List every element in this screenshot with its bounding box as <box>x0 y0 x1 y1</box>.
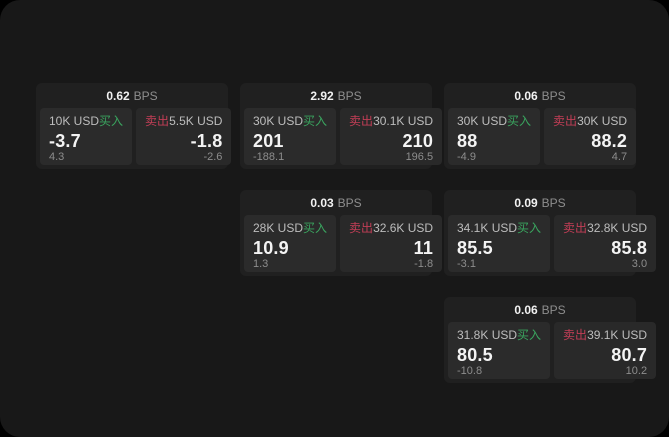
sell-quote-panel[interactable]: 卖出 32.8K USD 85.8 3.0 <box>554 215 657 272</box>
card-header: 0.06 BPS <box>444 297 636 322</box>
sell-change: 10.2 <box>625 365 648 377</box>
sell-side-label: 卖出 <box>349 114 374 128</box>
card-header: 0.09 BPS <box>444 190 636 215</box>
quote-panels: 31.8K USD 买入 80.5 -10.8 卖出 39.1K USD 80.… <box>448 322 657 379</box>
buy-side-label: 买入 <box>507 114 532 128</box>
quote-panels: 30K USD 买入 201 -188.1 卖出 30.1K USD 210 1… <box>244 108 443 165</box>
bps-value: 0.62 <box>106 88 130 103</box>
quote-card: 0.62 BPS 10K USD 买入 -3.7 4.3 卖出 5.5K USD… <box>36 83 232 169</box>
sell-side-label: 卖出 <box>563 328 588 342</box>
buy-side-label: 买入 <box>303 114 328 128</box>
sell-side-label: 卖出 <box>349 221 374 235</box>
bps-unit-label: BPS <box>337 88 362 103</box>
quote-card: 0.03 BPS 28K USD 买入 10.9 1.3 卖出 32.6K US… <box>240 190 443 276</box>
bps-value: 0.06 <box>514 302 538 317</box>
bps-unit-label: BPS <box>541 195 566 210</box>
buy-change: -3.1 <box>457 258 476 270</box>
quote-panels: 10K USD 买入 -3.7 4.3 卖出 5.5K USD -1.8 -2.… <box>40 108 232 165</box>
quote-panels: 30K USD 买入 88 -4.9 卖出 30K USD 88.2 4.7 <box>448 108 637 165</box>
sell-quote-panel[interactable]: 卖出 32.6K USD 11 -1.8 <box>340 215 443 272</box>
buy-side-label: 买入 <box>517 328 542 342</box>
buy-quote-panel[interactable]: 30K USD 买入 201 -188.1 <box>244 108 337 165</box>
card-header: 2.92 BPS <box>240 83 432 108</box>
bps-value: 2.92 <box>310 88 334 103</box>
sell-change: 3.0 <box>631 258 648 270</box>
sell-price: 88.2 <box>591 131 628 151</box>
buy-price: 80.5 <box>457 345 493 365</box>
sell-side-label: 卖出 <box>553 114 578 128</box>
buy-change: -10.8 <box>457 365 483 377</box>
sell-change: -1.8 <box>414 258 434 270</box>
sell-amount: 32.6K USD <box>373 221 434 235</box>
buy-quote-panel[interactable]: 30K USD 买入 88 -4.9 <box>448 108 541 165</box>
sell-amount: 5.5K USD <box>169 114 223 128</box>
sell-amount: 39.1K USD <box>587 328 648 342</box>
buy-price: 88 <box>457 131 478 151</box>
buy-change: 4.3 <box>49 151 65 163</box>
bps-value: 0.03 <box>310 195 334 210</box>
quote-panels: 34.1K USD 买入 85.5 -3.1 卖出 32.8K USD 85.8… <box>448 215 657 272</box>
card-header: 0.06 BPS <box>444 83 636 108</box>
buy-quote-panel[interactable]: 28K USD 买入 10.9 1.3 <box>244 215 337 272</box>
quote-card: 0.06 BPS 31.8K USD 买入 80.5 -10.8 卖出 39.1… <box>444 297 657 383</box>
quote-card: 2.92 BPS 30K USD 买入 201 -188.1 卖出 30.1K … <box>240 83 443 169</box>
buy-change: 1.3 <box>253 258 269 270</box>
bps-unit-label: BPS <box>337 195 362 210</box>
sell-price: 85.8 <box>611 238 648 258</box>
buy-side-label: 买入 <box>303 221 328 235</box>
buy-amount: 30K USD <box>457 114 508 128</box>
sell-change: -2.6 <box>203 151 223 163</box>
sell-quote-panel[interactable]: 卖出 30K USD 88.2 4.7 <box>544 108 637 165</box>
sell-price: 80.7 <box>611 345 648 365</box>
buy-change: -188.1 <box>253 151 285 163</box>
sell-price: 210 <box>402 131 434 151</box>
sell-change: 4.7 <box>611 151 628 163</box>
buy-amount: 31.8K USD <box>457 328 518 342</box>
sell-amount: 30.1K USD <box>373 114 434 128</box>
buy-price: 10.9 <box>253 238 289 258</box>
buy-amount: 28K USD <box>253 221 304 235</box>
buy-change: -4.9 <box>457 151 476 163</box>
sell-quote-panel[interactable]: 卖出 5.5K USD -1.8 -2.6 <box>136 108 232 165</box>
sell-side-label: 卖出 <box>563 221 588 235</box>
buy-quote-panel[interactable]: 34.1K USD 买入 85.5 -3.1 <box>448 215 551 272</box>
sell-side-label: 卖出 <box>145 114 170 128</box>
sell-change: 196.5 <box>405 151 434 163</box>
buy-price: 201 <box>253 131 284 151</box>
card-header: 0.03 BPS <box>240 190 432 215</box>
sell-amount: 30K USD <box>577 114 628 128</box>
buy-price: -3.7 <box>49 131 81 151</box>
bps-value: 0.09 <box>514 195 538 210</box>
buy-quote-panel[interactable]: 31.8K USD 买入 80.5 -10.8 <box>448 322 551 379</box>
buy-side-label: 买入 <box>517 221 542 235</box>
buy-quote-panel[interactable]: 10K USD 买入 -3.7 4.3 <box>40 108 133 165</box>
sell-quote-panel[interactable]: 卖出 30.1K USD 210 196.5 <box>340 108 443 165</box>
buy-price: 85.5 <box>457 238 493 258</box>
bps-value: 0.06 <box>514 88 538 103</box>
buy-side-label: 买入 <box>99 114 124 128</box>
quote-panels: 28K USD 买入 10.9 1.3 卖出 32.6K USD 11 -1.8 <box>244 215 443 272</box>
buy-amount: 34.1K USD <box>457 221 518 235</box>
buy-amount: 30K USD <box>253 114 304 128</box>
bps-unit-label: BPS <box>541 302 566 317</box>
sell-price: -1.8 <box>190 131 223 151</box>
card-header: 0.62 BPS <box>36 83 228 108</box>
quote-card: 0.06 BPS 30K USD 买入 88 -4.9 卖出 30K USD 8… <box>444 83 637 169</box>
sell-price: 11 <box>413 238 434 258</box>
buy-amount: 10K USD <box>49 114 100 128</box>
quote-card: 0.09 BPS 34.1K USD 买入 85.5 -3.1 卖出 32.8K… <box>444 190 657 276</box>
sell-quote-panel[interactable]: 卖出 39.1K USD 80.7 10.2 <box>554 322 657 379</box>
bps-unit-label: BPS <box>541 88 566 103</box>
sell-amount: 32.8K USD <box>587 221 648 235</box>
bps-unit-label: BPS <box>133 88 158 103</box>
